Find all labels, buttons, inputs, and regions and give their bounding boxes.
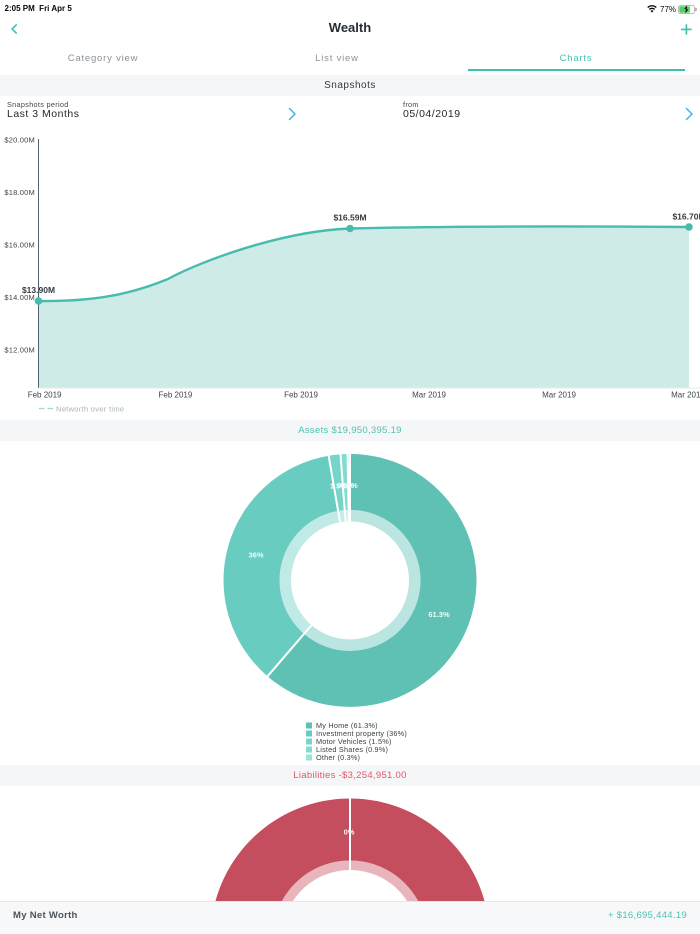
svg-text:$16.00M: $16.00M (4, 241, 35, 250)
svg-text:Feb 2019: Feb 2019 (28, 390, 62, 399)
svg-text:$13.90M: $13.90M (22, 285, 55, 295)
svg-text:Mar 2019: Mar 2019 (542, 390, 576, 399)
svg-text:Mar 2019: Mar 2019 (412, 390, 446, 399)
svg-text:0.9%: 0.9% (337, 481, 354, 490)
svg-text:Listed Shares (0.9%): Listed Shares (0.9%) (316, 745, 388, 754)
svg-text:1.5%: 1.5% (330, 482, 347, 491)
svg-text:$12.00M: $12.00M (4, 346, 35, 355)
svg-text:Feb 2019: Feb 2019 (284, 390, 318, 399)
svg-text:Mar 2019: Mar 2019 (671, 390, 700, 399)
svg-text:0%: 0% (344, 828, 355, 837)
svg-text:Other (0.3%): Other (0.3%) (316, 753, 360, 762)
svg-text:$18.00M: $18.00M (4, 188, 35, 197)
svg-text:0.3%: 0.3% (341, 481, 358, 490)
svg-text:Feb 2019: Feb 2019 (158, 390, 192, 399)
svg-text:$16.59M: $16.59M (333, 213, 366, 223)
svg-text:36%: 36% (248, 550, 263, 559)
svg-text:Investment property (36%): Investment property (36%) (316, 729, 407, 738)
svg-text:$20.00M: $20.00M (4, 136, 35, 145)
svg-text:$14.00M: $14.00M (4, 293, 35, 302)
svg-text:Motor Vehicles (1.5%): Motor Vehicles (1.5%) (316, 737, 392, 746)
svg-text:61.3%: 61.3% (428, 610, 450, 619)
svg-text:Networth over time: Networth over time (56, 405, 124, 414)
svg-text:$16.70M: $16.70M (672, 212, 700, 222)
svg-text:My Home (61.3%): My Home (61.3%) (316, 721, 378, 730)
